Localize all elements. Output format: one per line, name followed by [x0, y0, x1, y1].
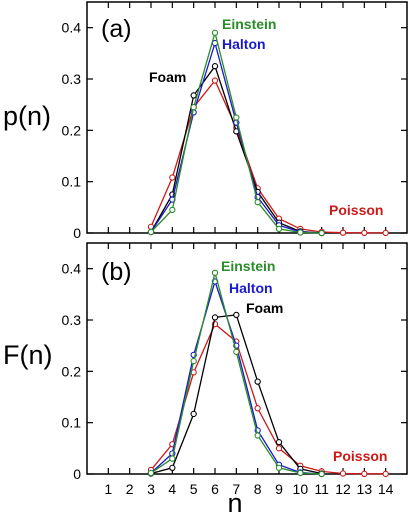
annotation-poisson-a: Poisson [329, 202, 383, 218]
x-tick-label-8: 9 [275, 481, 283, 497]
point-poisson-b-13 [361, 470, 368, 477]
plot-frame-a [86, 1, 408, 234]
point-poisson-a-13 [361, 229, 368, 237]
point-einstein-a-5 [190, 104, 197, 111]
y-axis-b: 0 0.1 0.2 0.3 0.4 [62, 261, 407, 482]
y-tick-label-a-4: 0.4 [62, 20, 82, 36]
x-tick-label-9: 10 [293, 481, 309, 497]
x-tick-label-11: 12 [335, 481, 351, 497]
point-foam-b-8 [254, 378, 261, 385]
x-tick-label-0: 1 [104, 481, 112, 497]
panel-a: 0 0.1 0.2 0.3 0.4 (a) p(n) Einstein Halton F… [3, 1, 408, 241]
point-einstein-a-10 [297, 229, 304, 236]
point-foam-b-9 [275, 439, 283, 446]
y-axis-a: 0 0.1 0.2 0.3 0.4 [62, 20, 407, 241]
point-poisson-b-12 [339, 470, 347, 477]
y-tick-label-b-3: 0.3 [62, 312, 82, 328]
point-foam-b-7 [233, 311, 240, 319]
series-line-foam-a [150, 64, 322, 234]
point-poisson-b-14 [382, 470, 389, 478]
x-axis-label: n [227, 488, 242, 514]
point-einstein-b-11 [318, 470, 325, 478]
point-einstein-a-9 [275, 225, 283, 233]
point-poisson-a-14 [382, 229, 389, 237]
point-foam-a-5 [190, 92, 197, 99]
y-tick-label-a-3: 0.3 [62, 71, 82, 87]
annotation-foam-b: Foam [246, 300, 283, 316]
x-tick-label-12: 13 [357, 481, 373, 497]
y-tick-label-b-4: 0.4 [62, 261, 82, 277]
x-tick-label-4: 5 [190, 481, 198, 497]
point-einstein-b-8 [254, 432, 261, 439]
point-foam-b-6 [211, 314, 219, 321]
point-einstein-b-10 [297, 469, 304, 477]
point-foam-a-6 [211, 63, 219, 70]
y-tick-label-a-2: 0.2 [62, 122, 82, 138]
series-line-halton-b [150, 279, 322, 475]
point-einstein-a-7 [233, 114, 240, 121]
series-line-poisson-b [150, 323, 386, 475]
x-tick-label-2: 3 [147, 481, 155, 497]
annotation-halton-a: Halton [222, 36, 266, 52]
x-tick-label-10: 11 [314, 481, 329, 497]
point-einstein-a-3 [147, 228, 155, 236]
point-poisson-a-12 [339, 229, 347, 236]
y-tick-label-a-0: 0 [73, 225, 81, 241]
series-group-b [147, 269, 389, 478]
annotation-einstein-b: Einstein [221, 258, 275, 274]
point-poisson-b-8 [254, 405, 261, 412]
point-poisson-a-6 [211, 77, 219, 84]
series-line-einstein-b [150, 272, 322, 475]
annotation-halton-b: Halton [229, 280, 273, 296]
x-tick-label-3: 4 [168, 481, 176, 497]
annotation-einstein-a: Einstein [222, 16, 276, 32]
point-foam-b-4 [169, 464, 176, 471]
point-poisson-b-9 [275, 445, 283, 452]
point-einstein-b-5 [190, 357, 197, 365]
series-line-poisson-a [150, 79, 386, 234]
annotation-foam-a: Foam [149, 69, 186, 85]
y-tick-label-b-2: 0.2 [62, 363, 82, 379]
plot-frame-b [86, 242, 408, 475]
panel-b: 00.10.20.30.4 1 2 3 4 5 6 7 8 9 10 11 12 13 14 (b) F(… [3, 242, 408, 514]
y-axis-label-a: p(n) [3, 101, 51, 131]
x-tick-label-5: 6 [211, 481, 219, 497]
point-einstein-a-6 [211, 29, 219, 36]
point-einstein-a-4 [169, 206, 176, 214]
point-einstein-b-3 [147, 469, 155, 477]
y-tick-label-b-1: 0.1 [62, 415, 82, 431]
y-tick-label-a-1: 0.1 [62, 174, 82, 190]
point-einstein-a-11 [318, 229, 325, 237]
point-einstein-a-8 [254, 199, 261, 206]
point-einstein-b-6 [211, 269, 219, 276]
point-einstein-b-4 [169, 455, 176, 462]
point-einstein-b-7 [233, 348, 240, 355]
y-tick-label-b-0: 0 [73, 466, 81, 482]
point-foam-b-5 [190, 410, 197, 418]
panel-label-a: (a) [101, 15, 132, 43]
x-tick-label-7: 8 [254, 481, 262, 497]
annotation-poisson-b: Poisson [333, 448, 387, 464]
point-poisson-a-4 [169, 174, 176, 181]
x-tick-label-6: 7 [232, 481, 240, 497]
x-tick-label-13: 14 [378, 481, 394, 497]
x-tick-label-1: 2 [126, 481, 134, 497]
panel-label-b: (b) [101, 258, 132, 286]
series-group-a [147, 29, 389, 237]
y-axis-label-b: F(n) [3, 340, 53, 370]
point-einstein-b-9 [275, 464, 283, 471]
